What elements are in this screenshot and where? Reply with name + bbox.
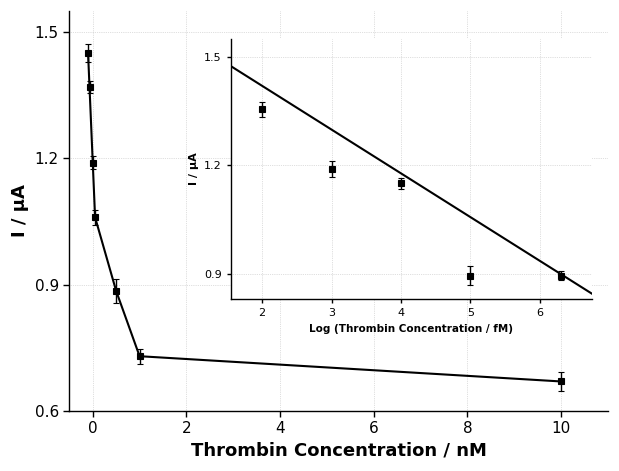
Y-axis label: I / μA: I / μA — [11, 185, 29, 237]
X-axis label: Thrombin Concentration / nM: Thrombin Concentration / nM — [191, 442, 487, 460]
